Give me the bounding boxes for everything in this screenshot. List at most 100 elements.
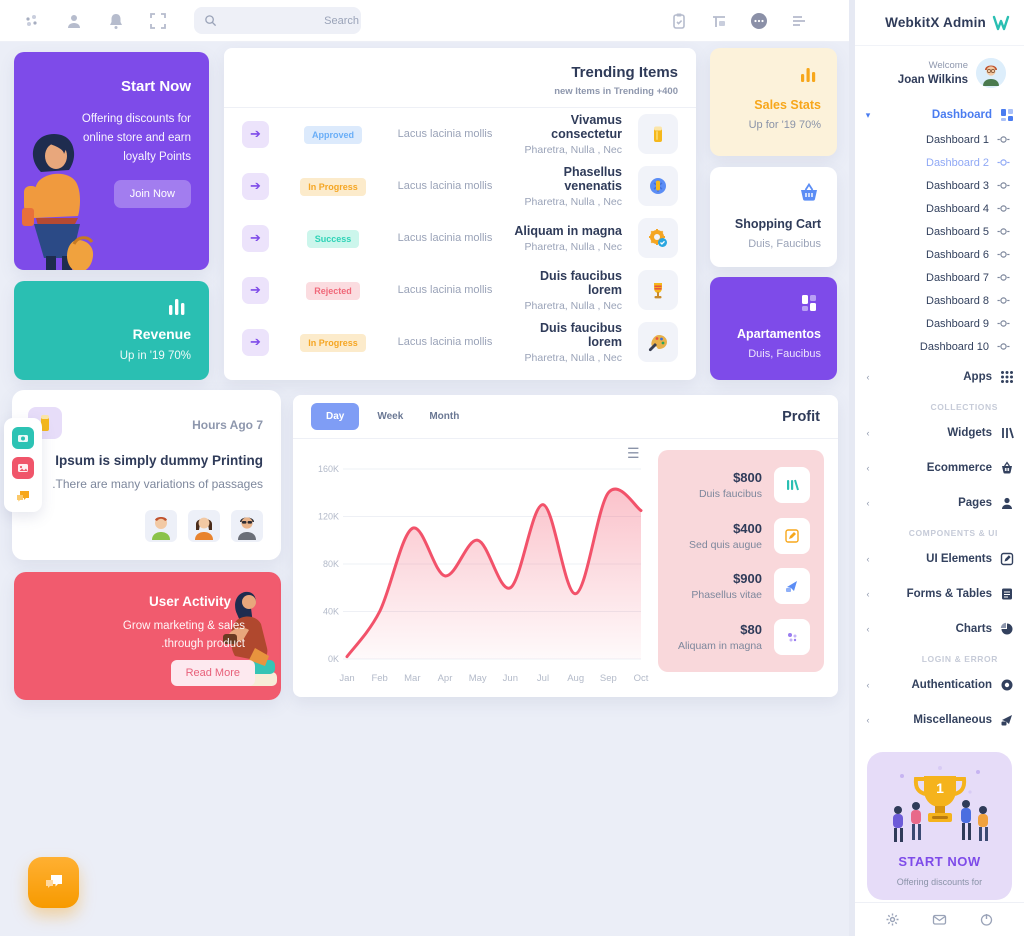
sidebar-item-miscellaneous[interactable]: ‹ Miscellaneous (855, 707, 1024, 733)
fullscreen-icon[interactable] (148, 11, 168, 31)
shopping-cart-card[interactable]: Shopping Cart Duis, Faucibus (710, 167, 837, 267)
sidebar-item-ecommerce[interactable]: ‹ Ecommerce (855, 455, 1024, 481)
trending-row[interactable]: ➔ Rejected Lacus lacinia mollis Duis fau… (224, 264, 696, 316)
chat-fab-button[interactable] (28, 857, 79, 908)
search-input[interactable] (217, 7, 371, 34)
dots-icon (774, 618, 810, 655)
svg-text:120K: 120K (318, 512, 339, 522)
tab-month[interactable]: Month (429, 411, 460, 422)
power-icon[interactable] (979, 912, 994, 927)
row-arrow-button[interactable]: ➔ (242, 120, 269, 148)
trending-row[interactable]: ➔ Approved Lacus lacinia mollis Vivamus … (224, 108, 696, 160)
ecommerce-basket-icon (1000, 461, 1014, 475)
sidebar-item-dashboard-5[interactable]: Dashboard 5 (855, 220, 1024, 243)
svg-text:Jan: Jan (339, 673, 354, 684)
chevron-left-icon: ‹ (866, 554, 870, 564)
shopping-cart-title: Shopping Cart (734, 217, 821, 231)
settings-dot-icon (997, 202, 1010, 215)
bar-chart-icon (32, 295, 191, 317)
sidebar-item-apps[interactable]: ‹ Apps (855, 364, 1024, 390)
row-arrow-button[interactable]: ➔ (242, 276, 269, 304)
trending-row[interactable]: ➔ In Progress Lacus lacinia mollis Phase… (224, 160, 696, 212)
settings-dot-icon (997, 294, 1010, 307)
avatar[interactable] (145, 510, 177, 542)
ruler-pin-icon[interactable] (709, 11, 729, 31)
row-arrow-button[interactable]: ➔ (242, 224, 269, 252)
sales-stats-title: Sales Stats (754, 98, 821, 112)
read-more-button[interactable]: Read More (170, 660, 255, 686)
row-text: Duis faucibus lorem Pharetra, Nulla , Ne… (511, 269, 622, 312)
sidebar-promo-card[interactable]: 1 START NOW Offering discounts for (867, 752, 1012, 900)
trending-row[interactable]: ➔ In Progress Lacus lacinia mollis Duis … (224, 316, 696, 368)
sidebar-item-charts[interactable]: ‹ Charts (855, 616, 1024, 642)
scrollbar[interactable] (849, 0, 855, 936)
brand-name: WebkitX Admin (885, 15, 986, 30)
sidebar-footer (855, 902, 1024, 936)
row-text: Aliquam in magna Pharetra, Nulla , Nec (511, 224, 622, 253)
image-icon (18, 464, 28, 472)
svg-text:Feb: Feb (371, 673, 387, 684)
user-icon[interactable] (64, 11, 84, 31)
sidebar-item-widgets[interactable]: ‹ Widgets (855, 420, 1024, 446)
image-action-button[interactable] (12, 457, 34, 479)
revenue-subtitle: Up in '19 70% (119, 350, 191, 362)
sidebar-item-pages[interactable]: ‹ Pages (855, 490, 1024, 516)
settings-gear-icon[interactable] (885, 912, 900, 927)
chat-circle-icon[interactable] (749, 11, 769, 31)
revenue-title: Revenue (132, 326, 191, 342)
money-action-button[interactable] (12, 427, 34, 449)
chevron-left-icon: ‹ (866, 498, 870, 508)
forms-tables-icon (1000, 587, 1014, 601)
mail-icon[interactable] (932, 912, 947, 927)
trending-header: Trending Items new Items in Trending +40… (224, 48, 696, 108)
stat-label: Phasellus vitae (691, 589, 762, 602)
news-timestamp: Hours Ago 7 (192, 418, 263, 432)
sidebar-item-dashboard-2[interactable]: Dashboard 2 (855, 151, 1024, 174)
sidebar-item-authentication[interactable]: ‹ Authentication (855, 672, 1024, 698)
sidebar-item-dashboard-4[interactable]: Dashboard 4 (855, 197, 1024, 220)
sidebar-item-dashboard-7[interactable]: Dashboard 7 (855, 266, 1024, 289)
sidebar-item-forms-tables[interactable]: ‹ Forms & Tables (855, 581, 1024, 607)
chat-action-button[interactable] (12, 486, 34, 508)
search-icon (205, 15, 217, 27)
sidebar-item-dashboard-10[interactable]: Dashboard 10 (855, 335, 1024, 358)
tab-week[interactable]: Week (377, 411, 404, 422)
apartamentos-card[interactable]: Apartamentos Duis, Faucibus (710, 277, 837, 380)
avatar[interactable] (231, 510, 263, 542)
sales-stats-card[interactable]: Sales Stats Up for '19 70% (710, 48, 837, 156)
sidebar-item-dashboard-1[interactable]: Dashboard 1 (855, 128, 1024, 151)
chart-menu-icon[interactable]: ☰ (627, 445, 640, 461)
user-avatar[interactable] (976, 58, 1006, 88)
sidebar-item-dashboard-8[interactable]: Dashboard 8 (855, 289, 1024, 312)
clipboard-check-icon[interactable] (669, 11, 689, 31)
start-now-title: Start Now (120, 78, 191, 95)
row-subtitle: Pharetra, Nulla , Nec (524, 299, 622, 312)
align-list-icon[interactable] (789, 11, 809, 31)
status-badge: Success (287, 229, 379, 248)
tab-day[interactable]: Day (311, 403, 360, 430)
ui-elements-pencil-icon (1000, 552, 1014, 566)
settings-dot-icon (997, 225, 1010, 238)
sidebar-item-dashboard-9[interactable]: Dashboard 9 (855, 312, 1024, 335)
bell-icon[interactable] (106, 11, 126, 31)
row-arrow-button[interactable]: ➔ (242, 172, 269, 200)
revenue-card[interactable]: Revenue Up in '19 70% (14, 281, 209, 380)
sidebar-item-dashboard[interactable]: ▾ Dashboard (855, 102, 1024, 128)
stat-value: $80 (740, 621, 762, 637)
settings-dot-icon (997, 133, 1010, 146)
row-title: Duis faucibus lorem (540, 320, 622, 349)
join-now-button[interactable]: Join Now (113, 180, 191, 208)
start-now-card: Start Now Offering discounts for online … (14, 52, 209, 270)
apps-grid-icon[interactable] (22, 11, 42, 31)
trophy-illustration: 1 (892, 766, 988, 842)
sidebar-item-dashboard-3[interactable]: Dashboard 3 (855, 174, 1024, 197)
chevron-left-icon: ‹ (866, 715, 870, 725)
trending-items-panel: Trending Items new Items in Trending +40… (224, 48, 696, 380)
settings-dot-icon (997, 340, 1010, 353)
row-arrow-button[interactable]: ➔ (242, 328, 269, 356)
row-subtitle: Pharetra, Nulla , Nec (524, 195, 622, 208)
avatar[interactable] (188, 510, 220, 542)
sidebar-item-ui-elements[interactable]: ‹ UI Elements (855, 546, 1024, 572)
sidebar-item-dashboard-6[interactable]: Dashboard 6 (855, 243, 1024, 266)
trending-row[interactable]: ➔ Success Lacus lacinia mollis Aliquam i… (224, 212, 696, 264)
